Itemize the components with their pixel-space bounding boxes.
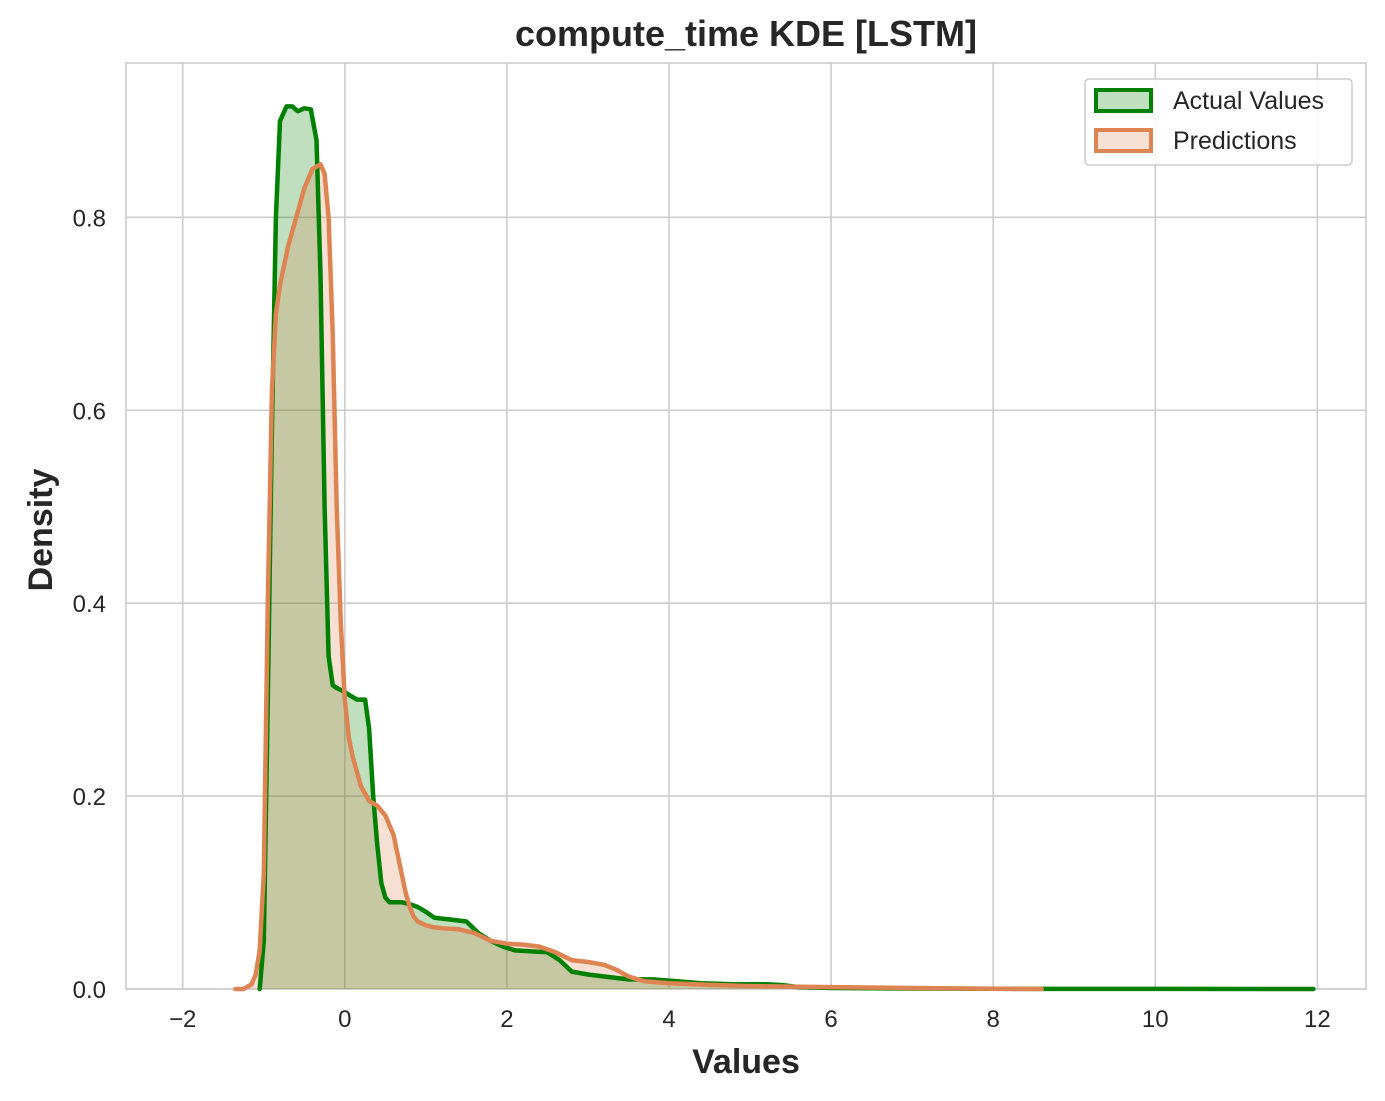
chart-title: compute_time KDE [LSTM] — [515, 13, 977, 54]
x-tick-label: −2 — [169, 1006, 196, 1033]
x-tick-label: 10 — [1142, 1006, 1169, 1033]
area-fill-predictions — [235, 164, 1042, 990]
legend-swatch-actual-values — [1094, 88, 1153, 113]
y-tick-label: 0.0 — [73, 977, 106, 1004]
legend: Actual Values Predictions — [1084, 78, 1353, 166]
legend-label-predictions: Predictions — [1173, 127, 1297, 155]
legend-swatch-predictions — [1094, 128, 1153, 153]
y-axis-label: Density — [22, 469, 60, 592]
x-tick-label: 2 — [500, 1006, 513, 1033]
y-tick-label: 0.8 — [73, 205, 106, 232]
x-tick-label: 6 — [824, 1006, 837, 1033]
x-axis-label: Values — [692, 1043, 800, 1081]
x-tick-label: 0 — [338, 1006, 351, 1033]
x-tick-label: 4 — [662, 1006, 675, 1033]
x-tick-label: 12 — [1304, 1006, 1331, 1033]
tick-labels: −2 0 2 4 6 8 10 12 0.0 0.2 0.4 0.6 0.8 — [73, 205, 1331, 1033]
y-tick-label: 0.6 — [73, 398, 106, 425]
plot-frame — [125, 62, 1367, 990]
area-fill-actual-values — [259, 106, 1314, 989]
density-line-predictions — [233, 162, 1045, 992]
legend-label-actual-values: Actual Values — [1173, 87, 1324, 115]
x-tick-label: 8 — [987, 1006, 1000, 1033]
series-layer — [233, 104, 1316, 992]
y-tick-label: 0.4 — [73, 591, 106, 618]
y-tick-label: 0.2 — [73, 784, 106, 811]
